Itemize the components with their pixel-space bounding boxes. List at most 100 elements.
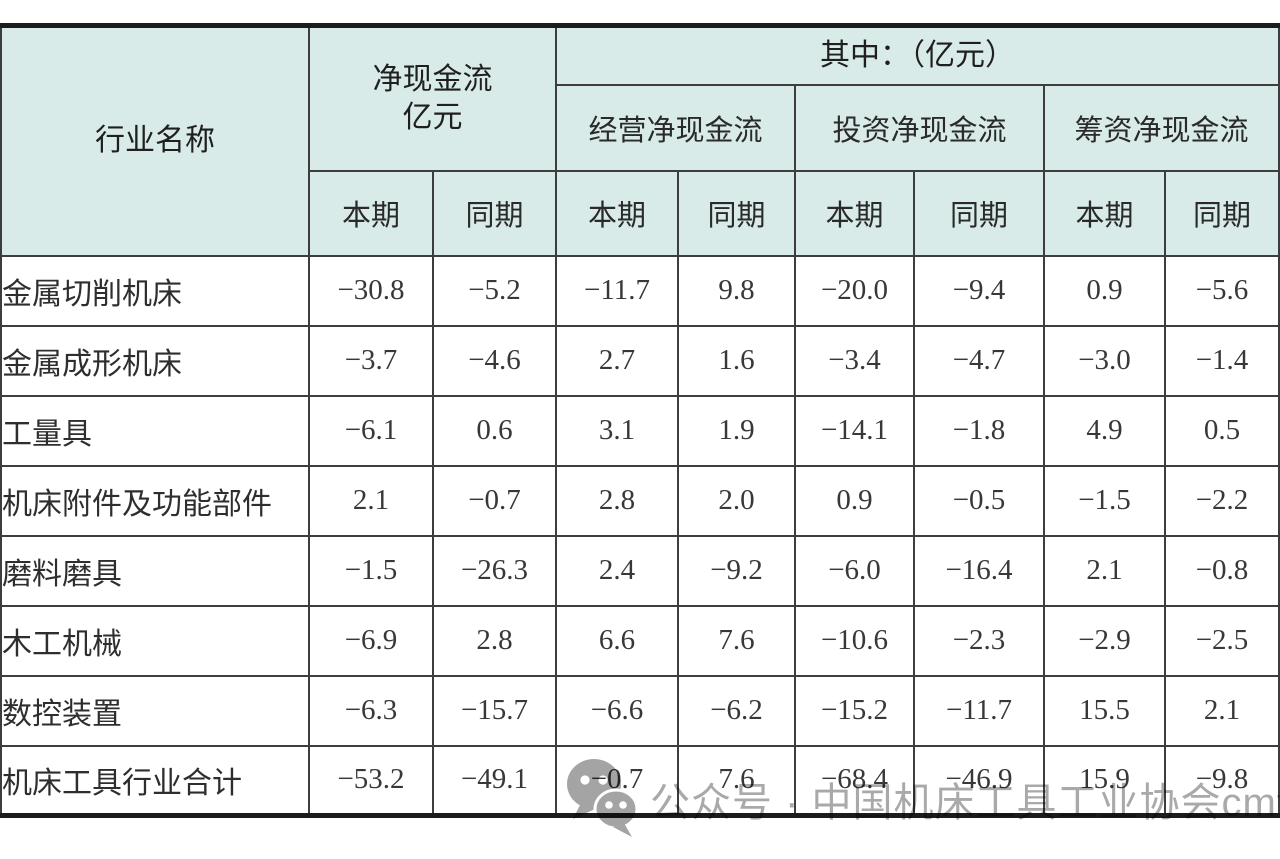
cell-value: −26.3 [432,534,557,607]
cell-value: 0.9 [794,464,915,537]
cell-value: −46.9 [913,744,1045,817]
cell-value: 4.9 [1043,394,1166,467]
cell-value: −2.9 [1043,604,1166,677]
cell-value: −5.6 [1163,254,1280,327]
header-investing-net-cash-flow: 投资净现金流 [794,83,1045,172]
cell-value: −0.7 [555,744,679,817]
header-operating-net-cash-flow: 经营净现金流 [555,83,796,172]
cell-value: −6.0 [794,534,915,607]
cell-value: 2.1 [308,464,434,537]
cell-value: 15.9 [1043,744,1166,817]
header-period-current: 本期 [308,169,434,257]
cell-value: −2.3 [913,604,1045,677]
cell-value: 6.6 [555,604,679,677]
cell-value: −3.0 [1043,324,1166,397]
cell-value: −30.8 [308,254,434,327]
cell-value: 9.8 [677,254,796,327]
header-period-previous: 同期 [677,169,796,257]
cell-value: −11.7 [555,254,679,327]
cell-value: −6.6 [555,674,679,747]
table-row: 机床附件及功能部件 2.1 −0.7 2.8 2.0 0.9 −0.5 −1.5… [0,464,1280,537]
table-row: 木工机械 −6.9 2.8 6.6 7.6 −10.6 −2.3 −2.9 −2… [0,604,1280,677]
row-label: 磨料磨具 [0,534,310,607]
cell-value: −10.6 [794,604,915,677]
cell-value: 2.8 [432,604,557,677]
cell-value: 0.6 [432,394,557,467]
cell-value: −4.6 [432,324,557,397]
table-row: 机床工具行业合计 −53.2 −49.1 −0.7 7.6 −68.4 −46.… [0,744,1280,817]
header-row-2: 经营净现金流 投资净现金流 筹资净现金流 [1,83,1280,172]
cell-value: −11.7 [913,674,1045,747]
table-row: 金属成形机床 −3.7 −4.6 2.7 1.6 −3.4 −4.7 −3.0 … [0,324,1280,397]
cell-value: −9.8 [1163,744,1280,817]
cell-value: −15.2 [794,674,915,747]
header-net-cash-flow: 净现金流 亿元 [308,24,557,172]
row-label: 金属成形机床 [0,324,310,397]
cell-value: −20.0 [794,254,915,327]
header-period-current: 本期 [1043,169,1166,257]
cell-value: −3.7 [308,324,434,397]
cell-value: 2.7 [555,324,679,397]
cell-value: −1.5 [1043,464,1166,537]
cell-value: −0.5 [913,464,1045,537]
cell-value: −16.4 [913,534,1045,607]
row-label: 木工机械 [0,604,310,677]
header-row-1: 行业名称 净现金流 亿元 其中：（亿元） [0,24,1280,257]
cell-value: −49.1 [432,744,557,817]
cell-value: −1.4 [1163,324,1280,397]
cell-value: −1.8 [913,394,1045,467]
cell-value: −3.4 [794,324,915,397]
cell-value: 2.8 [555,464,679,537]
header-industry-name: 行业名称 [0,24,310,257]
header-period-previous: 同期 [913,169,1045,257]
row-label: 工量具 [0,394,310,467]
cell-value: 15.5 [1043,674,1166,747]
cell-value: 3.1 [555,394,679,467]
cell-value: 2.1 [1043,534,1166,607]
cell-value: 2.4 [555,534,679,607]
cell-value: −2.2 [1163,464,1280,537]
cell-value: 2.1 [1163,674,1280,747]
cell-value: −0.7 [432,464,557,537]
cell-value: −5.2 [432,254,557,327]
cell-value: −6.1 [308,394,434,467]
table-row: 工量具 −6.1 0.6 3.1 1.9 −14.1 −1.8 4.9 0.5 [0,394,1280,467]
cell-value: 1.9 [677,394,796,467]
cell-value: −4.7 [913,324,1045,397]
cell-value: −6.2 [677,674,796,747]
cell-value: 0.9 [1043,254,1166,327]
header-period-current: 本期 [555,169,679,257]
cell-value: −9.4 [913,254,1045,327]
header-net-cash-flow-line1: 净现金流 [372,62,493,96]
header-period-previous: 同期 [432,169,557,257]
cell-value: 2.0 [677,464,796,537]
cell-value: 7.6 [677,744,796,817]
cell-value: −6.9 [308,604,434,677]
row-label: 金属切削机床 [0,254,310,327]
cell-value: −9.2 [677,534,796,607]
table-row: 金属切削机床 −30.8 −5.2 −11.7 9.8 −20.0 −9.4 0… [0,254,1280,327]
cell-value: 1.6 [677,324,796,397]
cell-value: 7.6 [677,604,796,677]
cell-value: −14.1 [794,394,915,467]
cell-value: −53.2 [308,744,434,817]
cell-value: 0.5 [1163,394,1280,467]
cash-flow-table: 行业名称 净现金流 亿元 其中：（亿元） 经营净现金流 投资净现金流 筹资净现金… [0,23,1280,818]
cell-value: −68.4 [794,744,915,817]
row-label: 机床工具行业合计 [0,744,310,817]
header-period-previous: 同期 [1163,169,1280,257]
cell-value: −6.3 [308,674,434,747]
header-row-3: 本期 同期 本期 同期 本期 同期 本期 同期 [1,169,1280,257]
row-label: 机床附件及功能部件 [0,464,310,537]
header-financing-net-cash-flow: 筹资净现金流 [1042,83,1280,172]
cell-value: −2.5 [1163,604,1280,677]
header-period-current: 本期 [794,169,915,257]
cell-value: −0.8 [1163,534,1280,607]
cell-value: −1.5 [308,534,434,607]
table-row: 数控装置 −6.3 −15.7 −6.6 −6.2 −15.2 −11.7 15… [0,674,1280,747]
table-row: 磨料磨具 −1.5 −26.3 2.4 −9.2 −6.0 −16.4 2.1 … [0,534,1280,607]
row-label: 数控装置 [0,674,310,747]
cell-value: −15.7 [432,674,557,747]
header-net-cash-flow-line2: 亿元 [402,100,463,134]
